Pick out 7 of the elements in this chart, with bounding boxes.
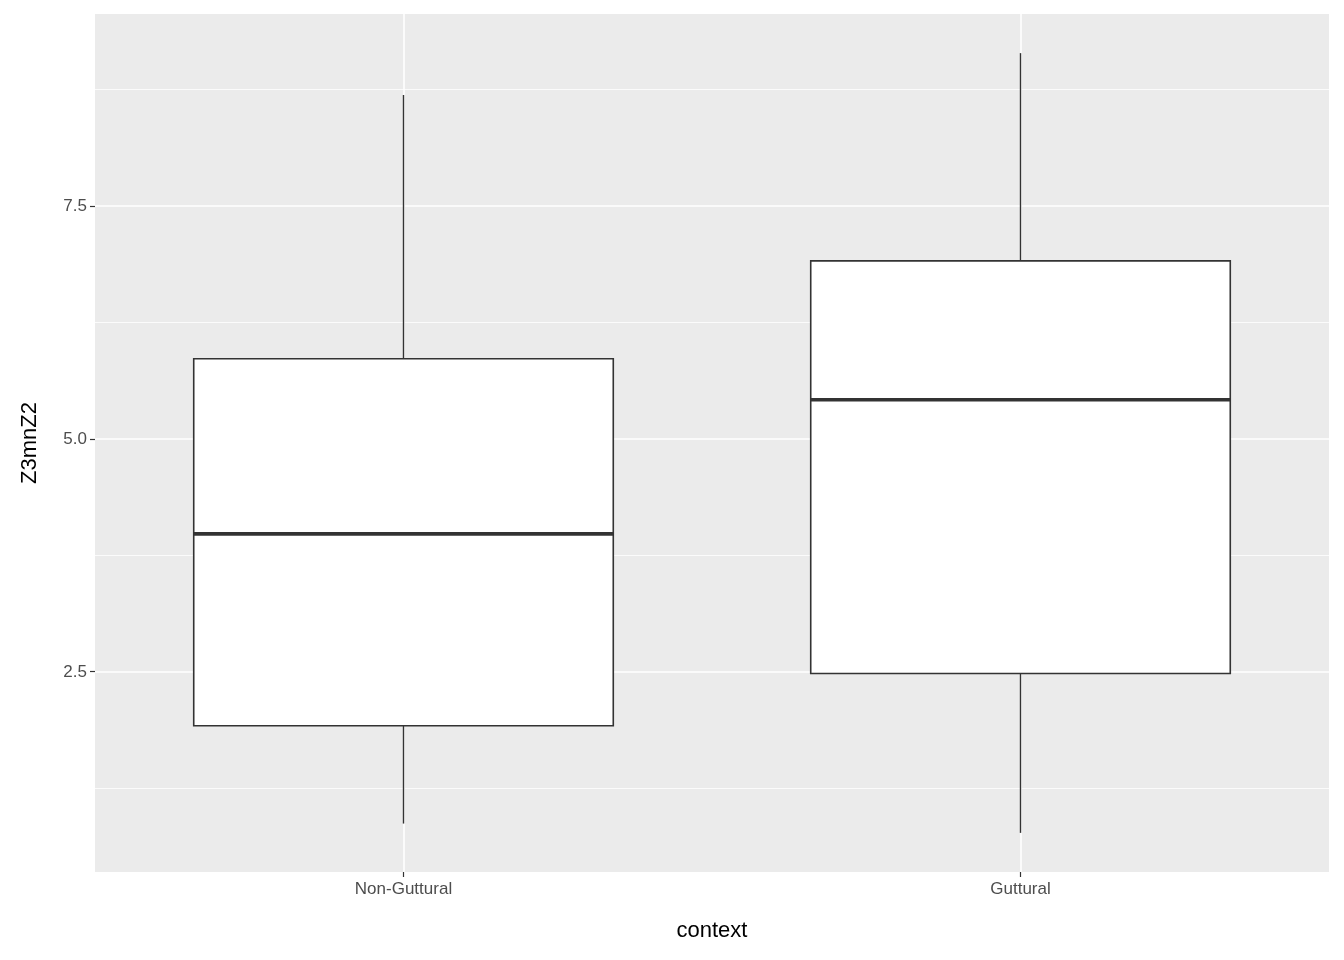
x-tick-label: Guttural xyxy=(990,879,1051,898)
y-tick-label: 2.5 xyxy=(63,662,87,682)
y-tick-label: 5.0 xyxy=(63,429,87,449)
x-axis-title: context xyxy=(676,916,748,942)
y-tick-label: 7.5 xyxy=(63,196,87,216)
x-tick-label: Non-Guttural xyxy=(354,879,453,898)
y-axis-title: Z3mnZ2 xyxy=(15,402,41,484)
